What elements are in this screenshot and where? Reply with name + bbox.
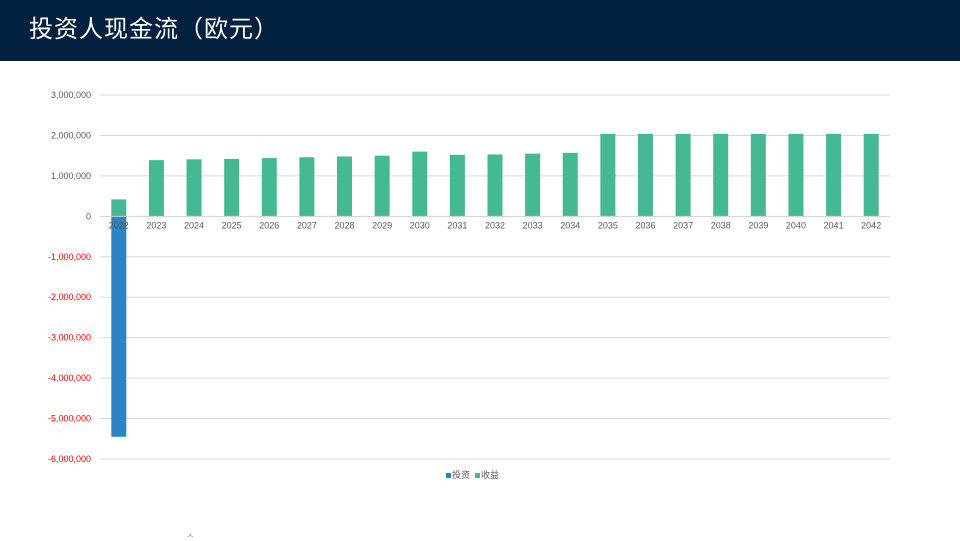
bar-收益-2027 xyxy=(299,157,315,217)
bar-收益-2031 xyxy=(449,154,465,217)
tick-labels: 3,000,000 2,000,000 1,000,000 0 -1,000,000 -2… xyxy=(48,90,881,464)
bar-收益-2034 xyxy=(562,152,578,217)
x-tick-label: 2041 xyxy=(824,220,844,230)
page-title: 投资人现金流（欧元） xyxy=(29,15,279,43)
bar-收益-2030 xyxy=(412,151,428,217)
y-tick-label: 3,000,000 xyxy=(51,90,91,100)
bar-收益-2023 xyxy=(148,160,164,217)
x-tick-label: 2031 xyxy=(447,220,467,230)
y-tick-label: -4,000,000 xyxy=(48,373,91,383)
legend-swatch xyxy=(475,473,480,478)
legend: 投资 收益 xyxy=(446,469,499,481)
bar-收益-2038 xyxy=(713,133,729,217)
bar-收益-2032 xyxy=(487,154,503,217)
x-tick-label: 2033 xyxy=(523,220,543,230)
bar-收益-2033 xyxy=(525,153,541,217)
x-tick-label: 2022 xyxy=(109,220,129,230)
gridlines xyxy=(100,94,890,460)
cash-flow-chart: 3,000,000 2,000,000 1,000,000 0 -1,000,000 -2… xyxy=(48,90,890,481)
x-tick-label: 2039 xyxy=(748,220,768,230)
legend-label: 投资 xyxy=(452,469,470,481)
y-tick-label: 2,000,000 xyxy=(51,130,91,140)
x-tick-label: 2032 xyxy=(485,220,505,230)
x-tick-label: 2038 xyxy=(711,220,731,230)
legend-label: 收益 xyxy=(481,469,499,481)
legend-swatch xyxy=(446,473,451,478)
bar-收益-2022 xyxy=(111,199,127,217)
bar-收益-2026 xyxy=(261,158,277,217)
bar-收益-2042 xyxy=(863,133,879,217)
x-tick-label: 2023 xyxy=(146,220,166,230)
bars xyxy=(111,133,879,437)
bar-收益-2028 xyxy=(337,156,353,217)
bar-收益-2024 xyxy=(186,159,202,217)
bar-收益-2039 xyxy=(750,133,766,217)
bar-收益-2025 xyxy=(224,158,240,217)
x-tick-label: 2025 xyxy=(222,220,242,230)
x-tick-label: 2037 xyxy=(673,220,693,230)
bar-收益-2029 xyxy=(374,155,390,217)
x-tick-label: 2027 xyxy=(297,220,317,230)
header-bar: 投资人现金流（欧元） xyxy=(0,0,960,61)
bar-投资-2022 xyxy=(111,216,127,437)
x-tick-label: 2034 xyxy=(560,220,580,230)
x-tick-label: 2026 xyxy=(259,220,279,230)
bar-收益-2040 xyxy=(788,133,804,217)
y-tick-label: -5,000,000 xyxy=(48,414,91,424)
y-tick-label: -1,000,000 xyxy=(48,252,91,262)
bar-收益-2037 xyxy=(675,133,691,217)
stray-mark-text: ㅅ xyxy=(186,531,195,541)
x-tick-label: 2028 xyxy=(335,220,355,230)
x-tick-label: 2036 xyxy=(635,220,655,230)
x-tick-label: 2024 xyxy=(184,220,204,230)
y-tick-label: 0 xyxy=(86,211,91,221)
bar-收益-2036 xyxy=(637,133,653,217)
bar-收益-2041 xyxy=(826,133,842,217)
y-tick-label: -2,000,000 xyxy=(48,292,91,302)
y-tick-label: -6,000,000 xyxy=(48,454,91,464)
y-tick-label: -3,000,000 xyxy=(48,333,91,343)
x-tick-label: 2042 xyxy=(861,220,881,230)
bar-收益-2035 xyxy=(600,133,616,217)
x-tick-label: 2030 xyxy=(410,220,430,230)
x-tick-label: 2029 xyxy=(372,220,392,230)
x-tick-label: 2035 xyxy=(598,220,618,230)
x-tick-label: 2040 xyxy=(786,220,806,230)
y-tick-label: 1,000,000 xyxy=(51,171,91,181)
